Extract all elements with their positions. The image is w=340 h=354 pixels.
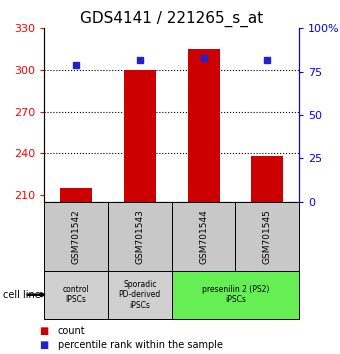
Text: presenilin 2 (PS2)
iPSCs: presenilin 2 (PS2) iPSCs — [202, 285, 269, 304]
Text: GSM701542: GSM701542 — [72, 209, 81, 264]
Text: cell line: cell line — [3, 290, 41, 300]
Text: percentile rank within the sample: percentile rank within the sample — [58, 340, 223, 350]
Bar — [188, 49, 220, 202]
Text: GSM701544: GSM701544 — [199, 209, 208, 264]
Bar — [251, 156, 283, 202]
Text: control
IPSCs: control IPSCs — [63, 285, 89, 304]
Bar — [60, 188, 92, 202]
Text: ■: ■ — [39, 326, 49, 336]
Text: GSM701545: GSM701545 — [263, 209, 272, 264]
Text: Sporadic
PD-derived
iPSCs: Sporadic PD-derived iPSCs — [119, 280, 161, 310]
Text: ■: ■ — [39, 340, 49, 350]
Bar — [124, 70, 156, 202]
Title: GDS4141 / 221265_s_at: GDS4141 / 221265_s_at — [80, 11, 263, 27]
Text: GSM701543: GSM701543 — [135, 209, 144, 264]
Text: count: count — [58, 326, 85, 336]
